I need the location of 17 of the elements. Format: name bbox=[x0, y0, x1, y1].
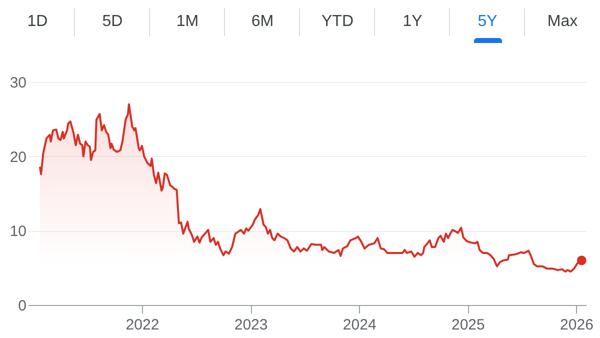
text: 1Y bbox=[402, 12, 424, 32]
x-tick-label: 2023 bbox=[234, 316, 268, 334]
x-tick-label: 2026 bbox=[560, 316, 594, 334]
y-tick-label: 0 bbox=[18, 298, 26, 314]
text: YTD bbox=[320, 12, 354, 32]
y-tick-label: 10 bbox=[10, 223, 26, 240]
text: Max bbox=[546, 12, 579, 32]
x-tick-label: 2022 bbox=[126, 316, 160, 334]
text: 5Y bbox=[476, 12, 498, 32]
text: 1D bbox=[26, 12, 49, 32]
text: 1M bbox=[175, 12, 200, 32]
y-tick-label: 20 bbox=[10, 148, 26, 166]
x-tick-label: 2025 bbox=[451, 316, 485, 334]
y-tick-label: 30 bbox=[10, 74, 26, 92]
text: 6M bbox=[250, 12, 275, 32]
x-tick-label: 2024 bbox=[342, 316, 376, 334]
text: 5D bbox=[101, 12, 124, 32]
